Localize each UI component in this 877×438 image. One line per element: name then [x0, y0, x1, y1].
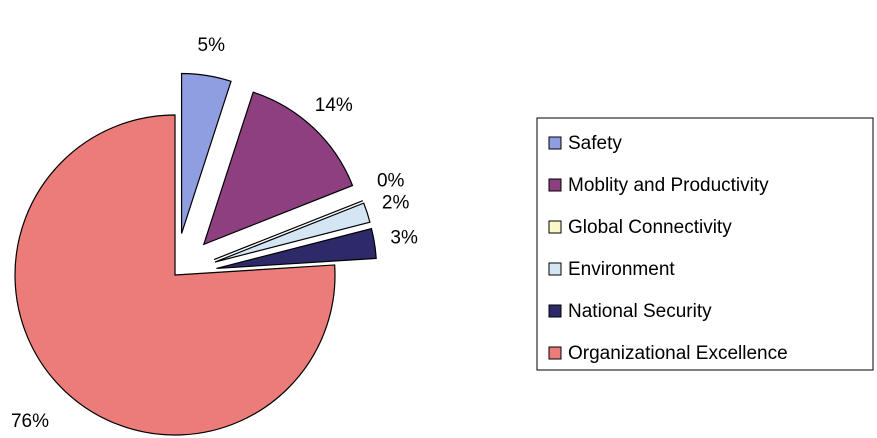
legend-label: Moblity and Productivity	[568, 175, 769, 196]
pie-slice	[216, 227, 377, 270]
legend-label: Organizational Excellence	[568, 343, 788, 364]
value-label: 76%	[11, 411, 49, 432]
legend-swatch	[548, 304, 562, 318]
value-label: 0%	[377, 171, 405, 192]
legend-swatch	[548, 346, 562, 360]
legend-swatch	[548, 262, 562, 276]
legend-swatch	[548, 178, 562, 192]
value-label: 5%	[198, 35, 226, 56]
legend-label: National Security	[568, 301, 712, 322]
value-label: 2%	[382, 192, 410, 213]
legend-label: Environment	[568, 259, 675, 280]
pie-slice	[180, 72, 232, 234]
legend-swatch	[548, 220, 562, 234]
value-label: 3%	[390, 228, 418, 249]
pie-slice	[202, 91, 354, 246]
legend-label: Global Connectivity	[568, 217, 732, 238]
pie-slice	[214, 202, 371, 263]
pie-slice	[14, 114, 336, 436]
legend-swatch	[548, 136, 562, 150]
legend-box	[536, 117, 874, 371]
legend-label: Safety	[568, 133, 622, 154]
value-label: 14%	[315, 95, 353, 116]
